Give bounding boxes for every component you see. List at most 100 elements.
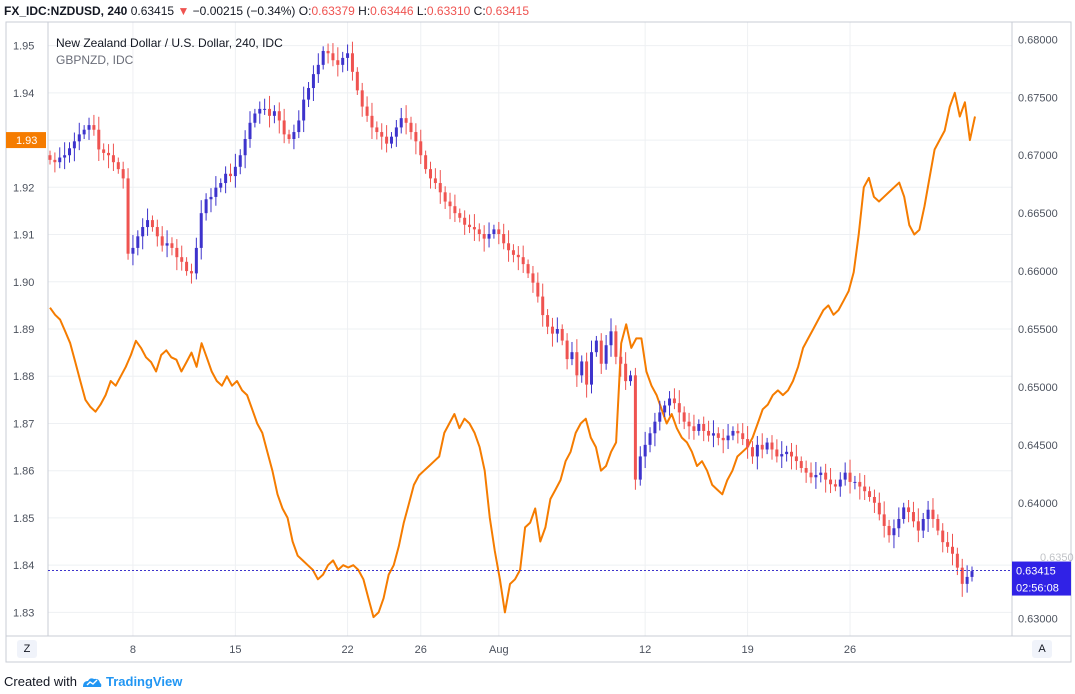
symbol-name[interactable]: FX_IDC:NZDUSD, 240	[4, 4, 128, 18]
right-axis-hidden-tick: 0.6350	[1040, 552, 1074, 564]
candle	[619, 347, 623, 377]
candle	[726, 423, 730, 450]
candle-body	[121, 169, 125, 179]
candle-body	[463, 217, 467, 225]
tradingview-logo[interactable]: TradingView	[81, 674, 182, 689]
left-tick-label: 1.91	[13, 230, 34, 242]
candle	[746, 426, 750, 459]
candle-body	[214, 187, 218, 197]
candle	[126, 168, 130, 260]
candle-body	[707, 430, 711, 436]
candle-body	[692, 426, 696, 431]
candle	[653, 412, 657, 447]
candle-body	[716, 433, 720, 438]
candle	[819, 466, 823, 483]
candle-body	[911, 512, 915, 522]
candle	[648, 427, 652, 453]
candle	[458, 208, 462, 223]
candle	[692, 414, 696, 440]
candle-body	[589, 352, 593, 385]
candle	[63, 142, 67, 170]
auto-scale-button[interactable]: A	[1032, 640, 1052, 658]
right-tick-label: 0.64500	[1018, 440, 1058, 452]
candle	[380, 123, 384, 150]
candle	[170, 237, 174, 256]
open-value: 0.63379	[311, 4, 355, 18]
candle-body	[199, 213, 203, 248]
candle-body	[824, 472, 828, 480]
candle	[482, 225, 486, 252]
candle-body	[965, 576, 969, 584]
candle	[419, 129, 423, 165]
candle	[736, 423, 740, 444]
left-axis-zoom-button[interactable]: Z	[17, 640, 37, 658]
right-tick-label: 0.67500	[1018, 92, 1058, 104]
candle	[663, 400, 667, 418]
candle-body	[907, 507, 911, 513]
candle	[702, 416, 706, 442]
candle-body	[809, 472, 813, 478]
candle-body	[458, 213, 462, 218]
candle-body	[263, 108, 267, 110]
chart-grid	[48, 22, 1012, 636]
candle	[414, 123, 418, 155]
candle-body	[433, 178, 437, 184]
candle	[307, 82, 311, 108]
candle-body	[882, 514, 886, 526]
price-change: −0.00215 (−0.34%)	[192, 4, 296, 18]
left-tick-label: 1.84	[13, 560, 34, 572]
candle-body	[204, 199, 208, 214]
candle-body	[370, 115, 374, 128]
overlay-series-title: GBPNZD, IDC	[56, 53, 134, 67]
candle	[389, 132, 393, 149]
time-tick-label: Aug	[489, 644, 509, 656]
left-tick-label: 1.86	[13, 466, 34, 478]
candle	[941, 523, 945, 553]
candle	[346, 44, 350, 71]
close-value: 0.63415	[485, 4, 530, 18]
candle	[487, 222, 491, 248]
candle	[68, 142, 72, 163]
candle-body	[414, 132, 418, 142]
candle-body	[775, 449, 779, 457]
candle	[370, 102, 374, 140]
candle-body	[750, 447, 754, 457]
candle-body	[277, 111, 281, 121]
candle-body	[550, 326, 554, 334]
candle-body	[419, 141, 423, 156]
candle-body	[409, 122, 413, 133]
candle	[926, 500, 930, 532]
countdown-timer: 02:56:08	[1016, 583, 1059, 595]
candle	[853, 475, 857, 490]
candle	[658, 400, 662, 431]
candle	[502, 223, 506, 250]
candle	[872, 489, 876, 513]
left-tick-label: 1.89	[13, 324, 34, 336]
chart-frame	[5, 21, 1072, 663]
candle	[282, 108, 286, 144]
candle-body	[92, 125, 96, 130]
candle	[180, 245, 184, 271]
candle	[521, 245, 525, 273]
candle-body	[297, 120, 301, 133]
candle-body	[48, 155, 52, 160]
candle-body	[136, 236, 140, 248]
candle-body	[58, 157, 62, 163]
candle-body	[648, 433, 652, 445]
candle	[882, 501, 886, 538]
candle	[175, 239, 179, 271]
candle-body	[516, 254, 520, 258]
candle	[560, 324, 564, 346]
candle	[141, 218, 145, 250]
tradingview-brand: TradingView	[105, 674, 183, 689]
candle-body	[116, 162, 120, 170]
candle-body	[629, 375, 633, 382]
candle-body	[429, 169, 433, 179]
candle-body	[931, 509, 935, 519]
candle-body	[926, 509, 930, 519]
candle	[443, 186, 447, 209]
candle-body	[853, 481, 857, 483]
candle-body	[68, 148, 72, 156]
right-tick-label: 0.67000	[1018, 150, 1058, 162]
